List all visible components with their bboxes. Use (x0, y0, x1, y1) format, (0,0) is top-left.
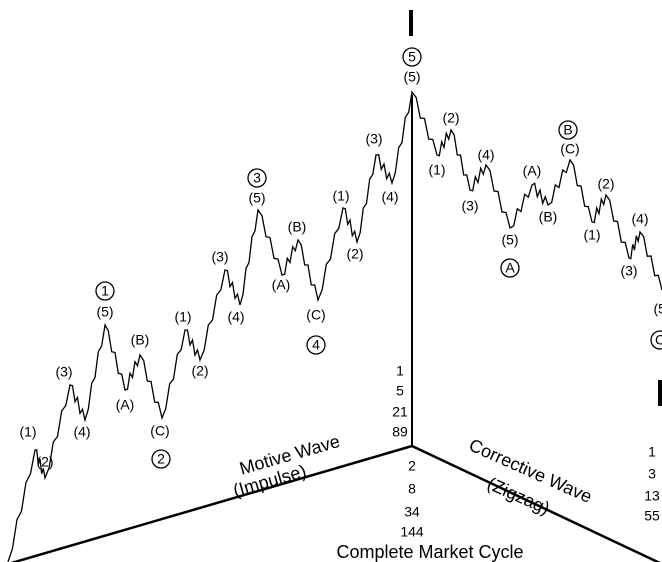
wave-label: (C) (306, 307, 325, 323)
wave-count: 5 (396, 383, 404, 399)
degree-circle (402, 47, 422, 67)
wave-label: (1) (583, 227, 600, 243)
wave-count: 13 (644, 488, 660, 504)
wave-label: (2) (191, 363, 208, 379)
wave-count: 1 (648, 444, 656, 460)
wave-label: (4) (631, 211, 648, 227)
wave-label: (B) (288, 219, 307, 235)
wave-count: 8 (408, 481, 416, 497)
wave-label: (3) (55, 364, 72, 380)
degree-label: 3 (253, 170, 261, 186)
wave-count: 144 (400, 524, 424, 540)
wave-label: (3) (461, 198, 478, 214)
wave-label: (B) (131, 332, 150, 348)
wave-label: (5) (248, 190, 265, 206)
degree-label: 1 (101, 283, 109, 299)
degree-circle (151, 449, 171, 469)
wave-label: (3) (211, 249, 228, 265)
degree-circle (500, 258, 520, 278)
wave-label: (A) (116, 397, 135, 413)
wave-label: (4) (227, 309, 244, 325)
degree-circle (558, 120, 578, 140)
wave-label: (4) (381, 189, 398, 205)
wave-label: (1) (174, 309, 191, 325)
wave-label: (5) (403, 69, 420, 85)
degree-label: B (563, 122, 572, 138)
wave-label: (3) (620, 263, 637, 279)
wave-label: (1) (428, 162, 445, 178)
wave-label: (A) (272, 277, 291, 293)
corrective-line (411, 444, 661, 562)
degree-label: A (505, 260, 515, 276)
wave-label: (3) (365, 131, 382, 147)
degree-circle (95, 281, 115, 301)
degree-label: 2 (157, 451, 165, 467)
degree-label: 5 (408, 49, 416, 65)
wave-label: (2) (36, 454, 53, 470)
side-bar (658, 380, 662, 406)
degree-label: 4 (312, 337, 320, 353)
wave-label: (C) (560, 141, 579, 157)
wave-label: (1) (19, 424, 36, 440)
wave-label: (5) (501, 232, 518, 248)
wave-label: (2) (346, 246, 363, 262)
degree-label: C (655, 332, 662, 348)
degree-circle (306, 335, 326, 355)
wave-label: (5) (96, 304, 113, 320)
wave-label: (4) (73, 424, 90, 440)
wave-label: (5) (653, 301, 662, 317)
wave-path (7, 90, 662, 562)
wave-count: 2 (408, 458, 416, 474)
wave-count: 21 (392, 404, 408, 420)
wave-count: 3 (648, 466, 656, 482)
degree-circle (650, 330, 662, 350)
motive-line (10, 444, 413, 562)
wave-label: (1) (332, 188, 349, 204)
wave-count: 1 (396, 363, 404, 379)
wave-label: (2) (442, 110, 459, 126)
wave-count: 55 (644, 508, 660, 524)
wave-label: (A) (523, 163, 542, 179)
degree-circle (247, 168, 267, 188)
top-bar (409, 10, 413, 36)
wave-label: (B) (539, 209, 558, 225)
footer: Complete Market Cycle (336, 542, 523, 562)
wave-label: (2) (597, 176, 614, 192)
wave-count: 34 (404, 504, 420, 520)
wave-count: 89 (392, 424, 408, 440)
wave-label: (C) (150, 423, 169, 439)
wave-label: (4) (477, 147, 494, 163)
